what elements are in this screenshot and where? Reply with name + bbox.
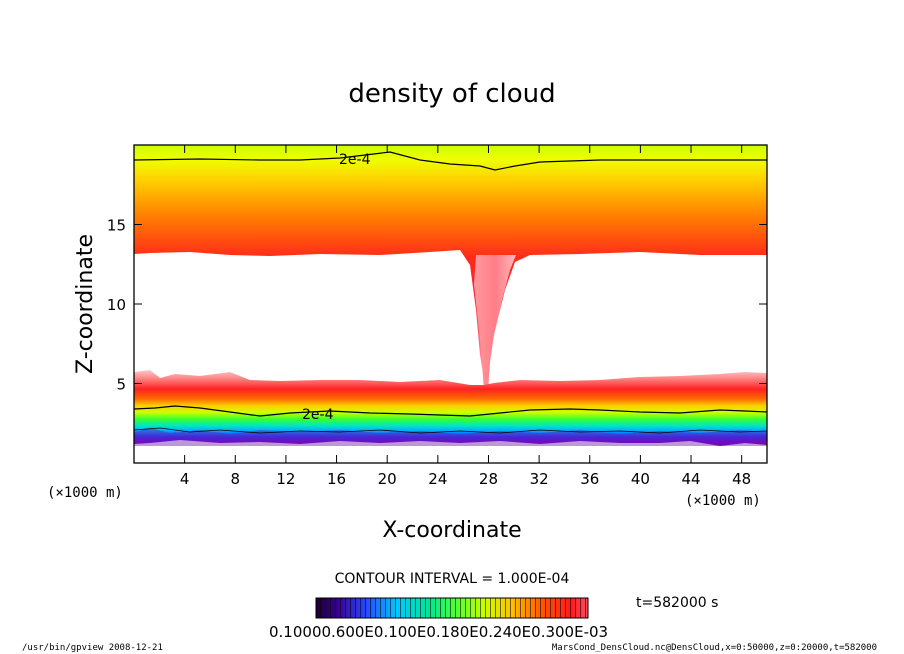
x-tick-label: 4 — [180, 470, 190, 488]
y-tick-label: 10 — [107, 296, 126, 314]
lower-speckle-edge — [134, 428, 767, 446]
y-axis-unit: (×1000 m) — [47, 485, 123, 501]
x-tick-label: 36 — [580, 470, 599, 488]
x-axis-unit: (×1000 m) — [685, 493, 761, 509]
y-tick-label: 5 — [116, 376, 126, 394]
lower-cloud-band — [134, 370, 767, 446]
x-tick-label: 12 — [276, 470, 295, 488]
contour-line-lower — [134, 405, 767, 417]
footer-left: /usr/bin/gpview 2008-12-21 — [22, 643, 163, 653]
x-tick-label: 20 — [378, 470, 397, 488]
x-axis-title: X-coordinate — [382, 518, 521, 543]
colorbar-stripes — [316, 598, 588, 618]
contour-line-upper — [134, 151, 767, 171]
y-axis-ticks: 5 10 15 — [107, 217, 767, 394]
chart-title: density of cloud — [348, 79, 555, 109]
cloud-stem — [474, 255, 516, 392]
contour-label-lower: 2e-4 — [302, 407, 334, 423]
colorbar-labels: 0.10000.600E0.100E0.180E0.240E0.300E-03 — [269, 623, 608, 641]
x-tick-label: 28 — [479, 470, 498, 488]
x-tick-label: 32 — [530, 470, 549, 488]
x-tick-label: 44 — [681, 470, 700, 488]
plot-fill-group — [134, 145, 767, 463]
x-tick-label: 40 — [631, 470, 650, 488]
x-tick-label: 8 — [231, 470, 241, 488]
y-tick-label: 15 — [107, 217, 126, 235]
y-axis-title: Z-coordinate — [73, 234, 98, 374]
x-tick-label: 48 — [732, 470, 751, 488]
x-tick-label: 24 — [428, 470, 447, 488]
x-axis-ticks: 4 8 12 16 20 24 28 32 36 40 44 48 — [180, 145, 751, 488]
contour-label-upper: 2e-4 — [339, 152, 371, 168]
time-label: t=582000 s — [636, 595, 718, 611]
upper-cloud-band — [134, 145, 767, 380]
contour-lines — [134, 151, 767, 434]
x-tick-label: 16 — [327, 470, 346, 488]
contour-interval: CONTOUR INTERVAL = 1.000E-04 — [335, 571, 570, 587]
footer-right: MarsCond_DensCloud.nc@DensCloud,x=0:5000… — [552, 643, 877, 653]
contour-line-bottom — [134, 427, 767, 434]
